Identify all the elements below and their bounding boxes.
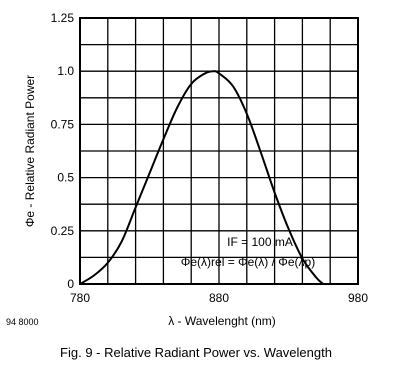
y-tick-label: 0.5 (57, 171, 74, 185)
figure-caption: Fig. 9 - Relative Radiant Power vs. Wave… (60, 345, 332, 360)
y-tick-label: 1.0 (57, 64, 74, 78)
plot-frame (79, 17, 359, 285)
annotation-relative-formula: Φe(λ)rel = Φe(λ) / Φe(λp) (181, 255, 315, 269)
y-tick-label: 0 (67, 277, 74, 291)
y-tick-labels: 0 0.25 0.5 0.75 1.0 1.25 (51, 11, 75, 291)
y-axis-label: Φe - Relative Radiant Power (23, 75, 37, 227)
y-tick-label: 0.25 (51, 224, 75, 238)
x-tick-labels: 780 880 980 (70, 291, 368, 305)
grid (80, 18, 358, 284)
x-tick-label: 880 (209, 291, 229, 305)
series-line (79, 70, 324, 285)
y-tick-label: 1.25 (51, 11, 75, 25)
annotation-forward-current: IF = 100 mA (227, 235, 293, 249)
x-axis-label: λ - Wavelenght (nm) (168, 314, 276, 328)
y-tick-label: 0.75 (51, 117, 75, 131)
x-tick-label: 780 (70, 291, 90, 305)
x-tick-label: 980 (348, 291, 368, 305)
figure-number: 94 8000 (6, 317, 39, 327)
